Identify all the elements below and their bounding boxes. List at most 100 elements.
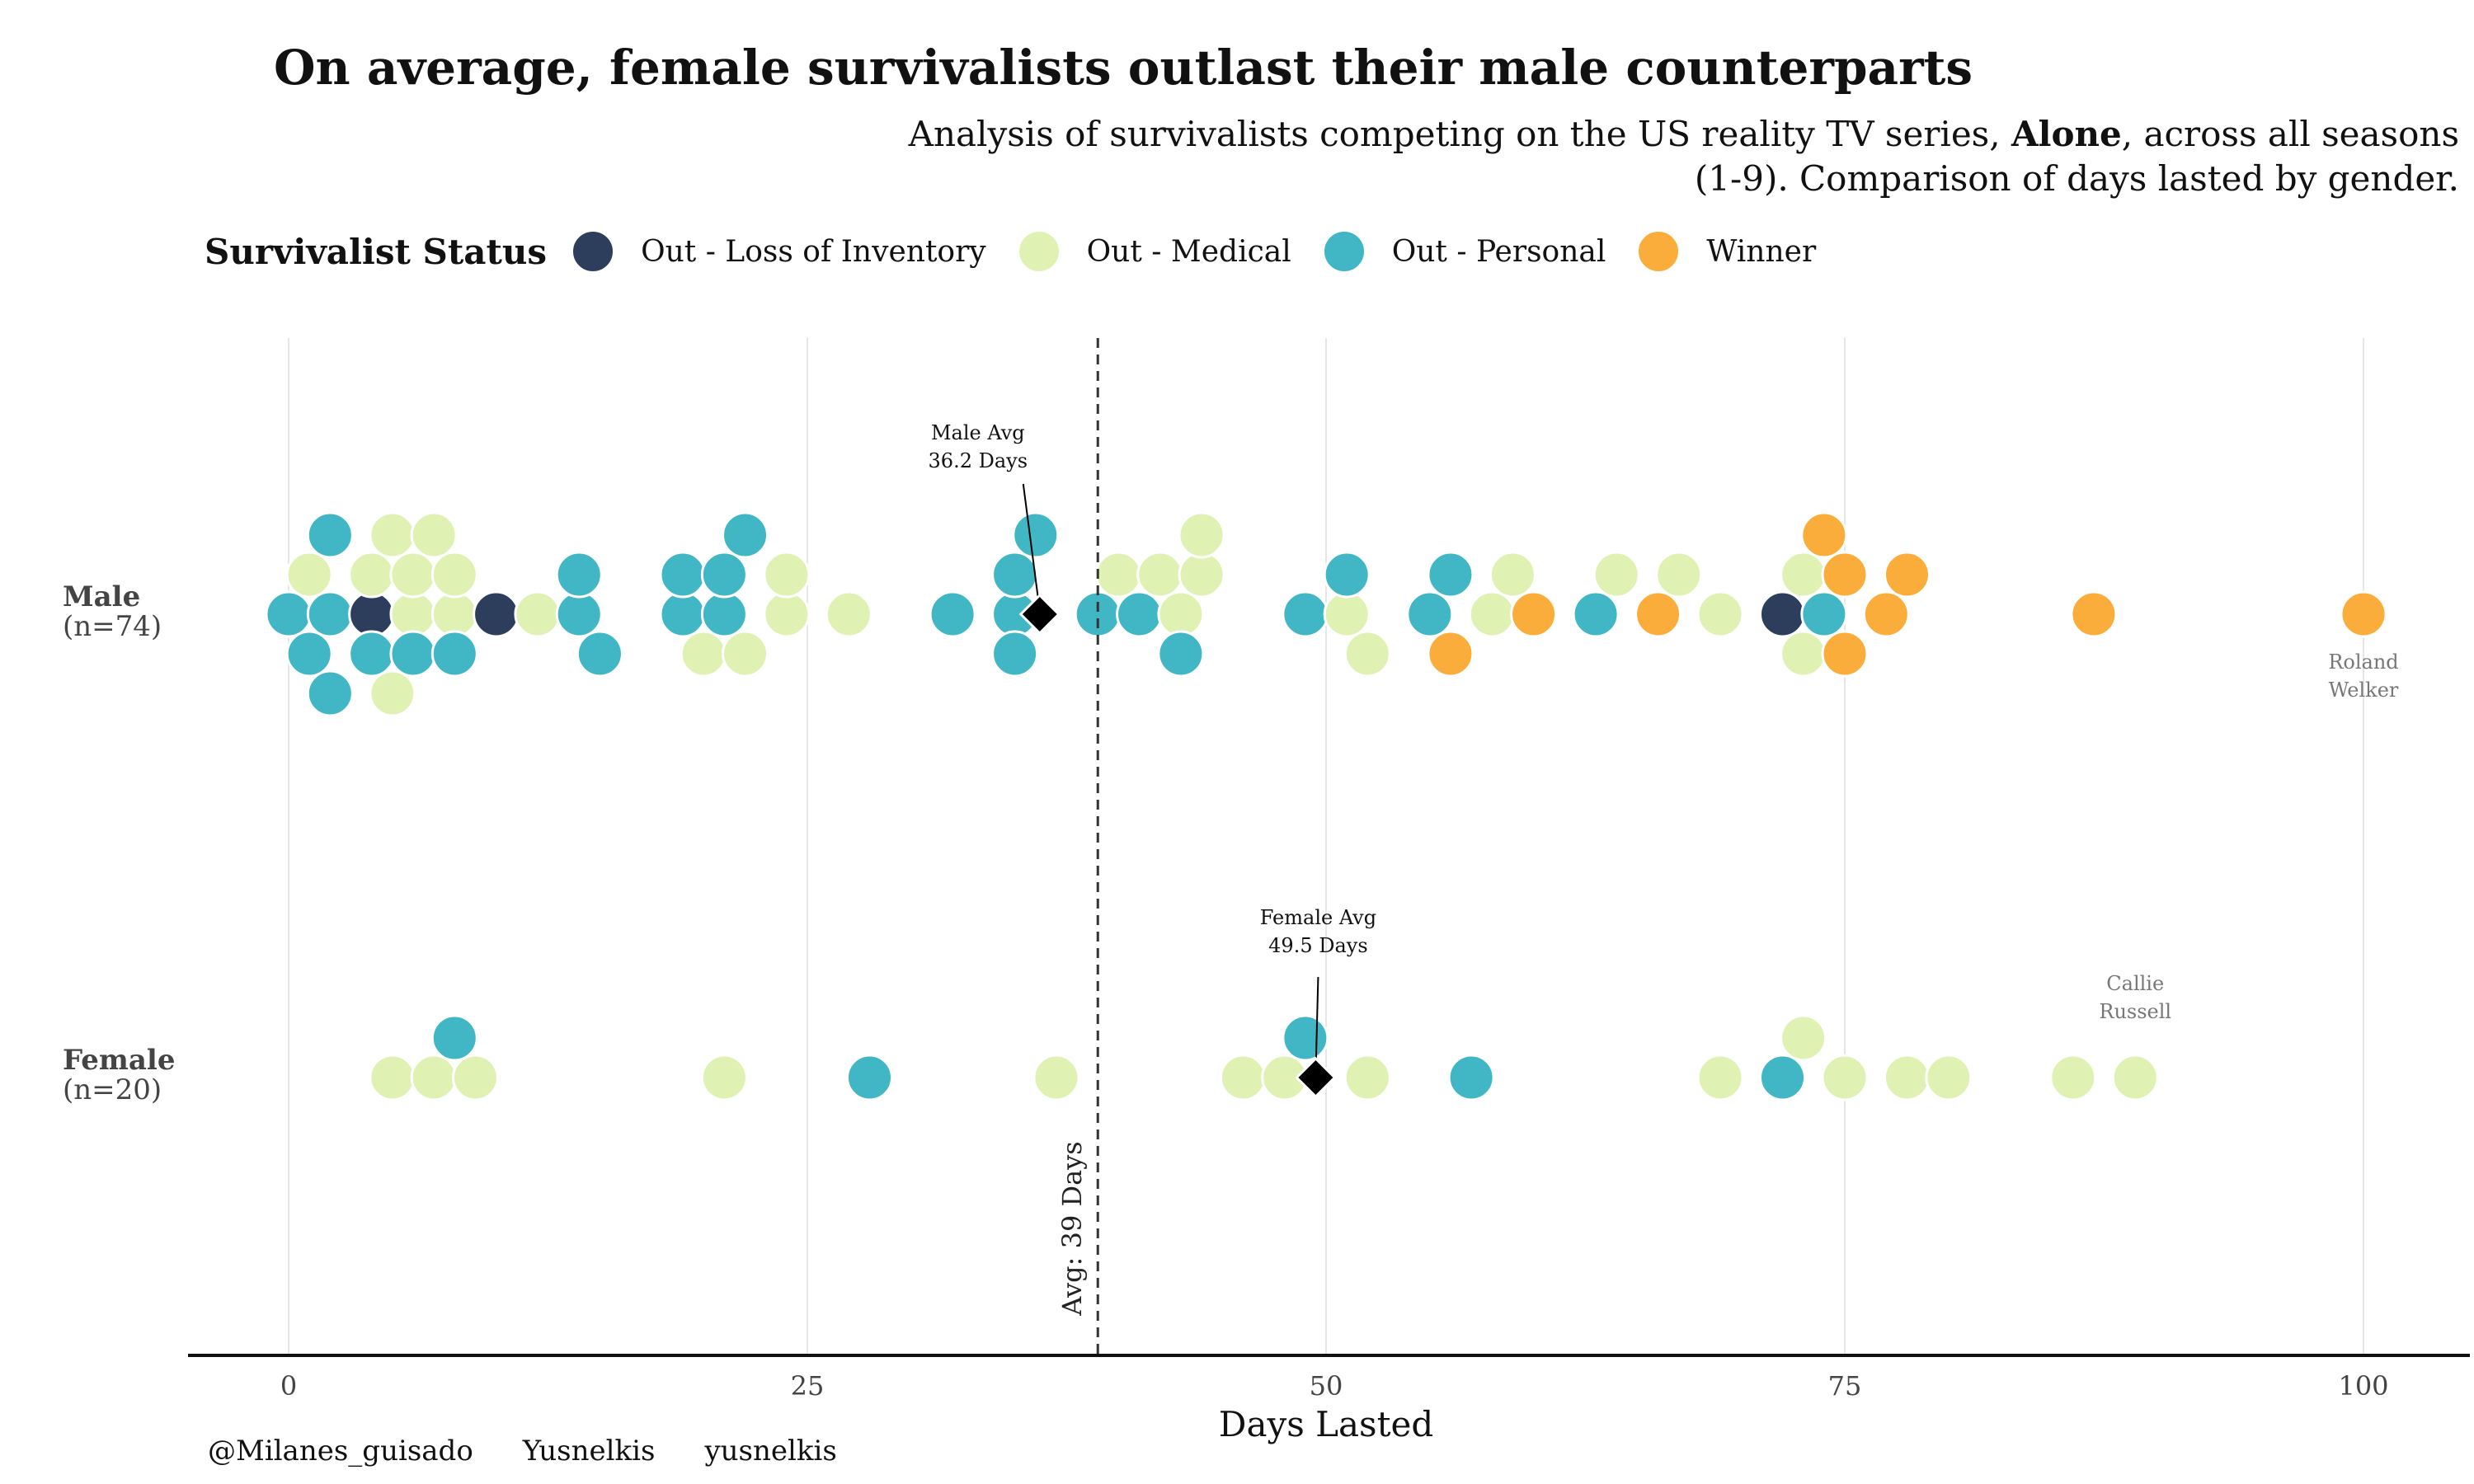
legend-label-winner: Winner <box>1706 234 1817 269</box>
point-male-51 <box>1427 551 1475 599</box>
point-male-52 <box>1427 630 1475 678</box>
average-marker-female <box>1295 1056 1337 1099</box>
point-male-70 <box>2070 590 2118 638</box>
point-male-6 <box>348 590 396 638</box>
legend-item-medical: Out - Medical <box>1017 230 1291 273</box>
annotation-male-0-line2: Welker <box>2329 679 2399 702</box>
data-points <box>265 511 2387 1101</box>
point-male-23 <box>659 590 707 638</box>
point-male-61 <box>1759 590 1807 638</box>
legend-item-personal: Out - Personal <box>1322 230 1606 273</box>
point-male-35 <box>991 551 1039 599</box>
x-axis-title: Days Lasted <box>1219 1404 1433 1444</box>
point-male-46 <box>1282 590 1329 638</box>
point-female-14 <box>1780 1014 1827 1062</box>
point-female-5 <box>845 1054 893 1101</box>
subtitle-show-name: Alone <box>2011 114 2122 154</box>
point-female-1 <box>410 1054 458 1101</box>
group-count-male: (n=74) <box>63 610 162 643</box>
point-male-32 <box>825 590 872 638</box>
point-male-7 <box>348 551 396 599</box>
caption: @Milanes_guisado Yusnelkis yusnelkis <box>186 1435 865 1468</box>
caption-github-handle: Yusnelkis <box>522 1435 656 1468</box>
point-male-10 <box>369 669 416 717</box>
point-male-68 <box>1862 590 1910 638</box>
point-male-15 <box>430 590 478 638</box>
point-male-64 <box>1800 590 1848 638</box>
point-female-0 <box>369 1054 416 1101</box>
point-female-11 <box>1447 1054 1495 1101</box>
legend-swatch-medical <box>1017 230 1061 273</box>
grid-lines <box>288 338 2364 1355</box>
point-female-6 <box>1032 1054 1080 1101</box>
point-male-28 <box>722 630 769 678</box>
point-male-65 <box>1800 511 1848 559</box>
point-male-39 <box>1094 551 1142 599</box>
point-female-7 <box>1219 1054 1267 1101</box>
point-male-18 <box>473 590 520 638</box>
point-male-67 <box>1821 630 1869 678</box>
point-male-4 <box>306 511 354 559</box>
point-male-16 <box>430 551 478 599</box>
point-female-17 <box>1925 1054 1973 1101</box>
point-male-30 <box>763 590 811 638</box>
legend-swatch-loss-of-inventory <box>571 230 615 273</box>
point-male-17 <box>430 630 478 678</box>
caption-github: Yusnelkis <box>501 1435 656 1468</box>
point-male-57 <box>1592 551 1640 599</box>
point-male-36 <box>991 630 1039 678</box>
point-male-37 <box>1012 511 1060 559</box>
point-male-63 <box>1780 630 1827 678</box>
chart-subtitle: Analysis of survivalists competing on th… <box>892 112 2459 201</box>
point-female-2 <box>430 1014 478 1062</box>
point-male-24 <box>659 551 707 599</box>
point-male-29 <box>722 511 769 559</box>
group-count-female: (n=20) <box>63 1073 162 1106</box>
point-male-42 <box>1157 590 1205 638</box>
legend-swatch-winner <box>1637 230 1681 273</box>
chart-overlay: Avg: 39 Days Male(n=74) Roland Welker Male A… <box>63 338 2399 1355</box>
point-male-22 <box>576 630 623 678</box>
point-male-31 <box>763 551 811 599</box>
point-male-55 <box>1510 590 1558 638</box>
point-male-2 <box>285 630 333 678</box>
caption-linkedin-handle: yusnelkis <box>704 1435 837 1468</box>
caption-twitter: @Milanes_guisado <box>186 1435 473 1468</box>
point-male-27 <box>700 551 748 599</box>
point-male-56 <box>1572 590 1620 638</box>
point-male-53 <box>1468 590 1516 638</box>
point-male-40 <box>1116 590 1164 638</box>
point-male-49 <box>1343 630 1391 678</box>
point-male-69 <box>1883 551 1931 599</box>
x-tick-label-25: 25 <box>791 1370 825 1402</box>
point-male-41 <box>1136 551 1184 599</box>
x-axis: 0 25 50 75 100 Days Lasted <box>188 1354 2470 1444</box>
point-male-3 <box>306 590 354 638</box>
average-label-female-line2: 49.5 Days <box>1268 934 1368 957</box>
point-male-19 <box>514 590 562 638</box>
legend-label-medical: Out - Medical <box>1086 234 1291 269</box>
group-label-female: Female <box>63 1044 175 1077</box>
legend-label-personal: Out - Personal <box>1391 234 1606 269</box>
point-male-33 <box>929 590 976 638</box>
point-male-14 <box>410 511 458 559</box>
point-female-18 <box>2049 1054 2097 1101</box>
x-tick-label-0: 0 <box>280 1370 297 1402</box>
point-male-20 <box>555 590 603 638</box>
point-male-48 <box>1323 551 1371 599</box>
subtitle-text-end: , across all seasons (1-9). Comparison o… <box>1694 114 2459 199</box>
average-label-male-line2: 36.2 Days <box>929 449 1028 472</box>
overall-average-label: Avg: 39 Days <box>1056 1141 1088 1316</box>
point-male-45 <box>1178 511 1225 559</box>
x-tick-label-75: 75 <box>1828 1370 1862 1402</box>
point-male-13 <box>389 630 437 678</box>
point-male-47 <box>1323 590 1371 638</box>
point-male-62 <box>1780 551 1827 599</box>
group-label-male: Male <box>63 580 140 613</box>
point-male-54 <box>1489 551 1536 599</box>
point-male-12 <box>389 551 437 599</box>
average-label-male-line1: Male Avg <box>931 421 1025 444</box>
point-male-5 <box>306 669 354 717</box>
point-male-38 <box>1074 590 1122 638</box>
